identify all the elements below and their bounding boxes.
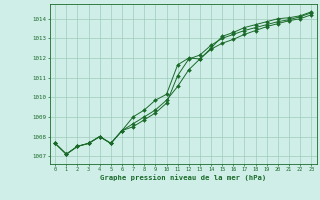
X-axis label: Graphe pression niveau de la mer (hPa): Graphe pression niveau de la mer (hPa) (100, 174, 266, 181)
